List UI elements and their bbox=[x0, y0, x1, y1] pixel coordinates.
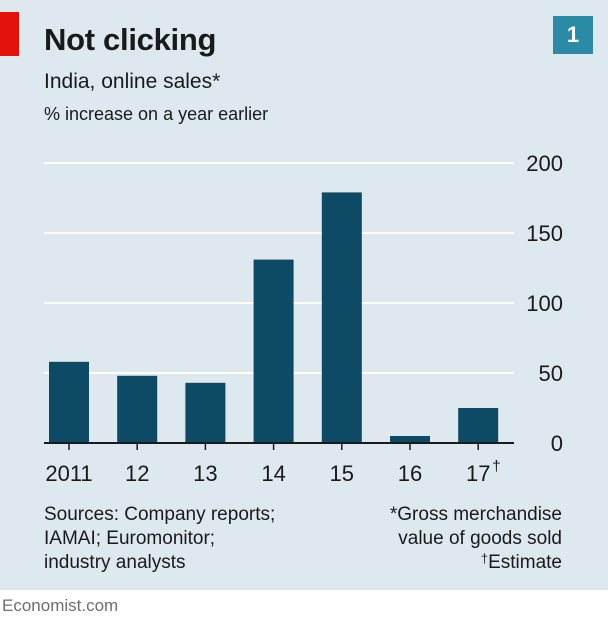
footnote-estimate: †Estimate bbox=[390, 551, 562, 575]
x-tick-mark-17: † bbox=[492, 458, 500, 475]
brand-red-tag bbox=[0, 12, 19, 56]
sources-line-2: IAMAI; Euromonitor; bbox=[44, 528, 216, 549]
x-tick-label-2011: 2011 bbox=[45, 461, 92, 486]
bar-chart: 0 50 100 150 200 2011 12 13 14 15 16 17 † bbox=[44, 151, 563, 486]
sources-line-1: Sources: Company reports; bbox=[44, 504, 276, 525]
x-tick-label-13: 13 bbox=[193, 461, 217, 486]
bar-16 bbox=[390, 436, 430, 443]
x-tick-label-14: 14 bbox=[261, 461, 285, 486]
y-tick-label-200: 200 bbox=[526, 151, 563, 176]
footnotes: *Gross merchandise value of goods sold †… bbox=[390, 503, 562, 575]
footnote-estimate-text: Estimate bbox=[488, 552, 562, 573]
x-tick-label-15: 15 bbox=[330, 461, 354, 486]
chart-title: Not clicking bbox=[44, 22, 217, 57]
bar-14 bbox=[253, 259, 294, 443]
chart-number-badge: 1 bbox=[553, 16, 593, 54]
y-tick-label-150: 150 bbox=[526, 221, 563, 246]
y-tick-label-50: 50 bbox=[539, 361, 563, 386]
y-tick-label-0: 0 bbox=[551, 431, 563, 456]
bar-13 bbox=[185, 382, 226, 443]
bar-2011 bbox=[49, 361, 89, 443]
x-tick-label-12: 12 bbox=[125, 461, 149, 486]
bar-15 bbox=[321, 192, 362, 443]
chart-panel: Not clicking India, online sales* % incr… bbox=[0, 0, 608, 590]
x-tick-label-16: 16 bbox=[398, 461, 422, 486]
bar-17 bbox=[458, 408, 499, 443]
economist-brand[interactable]: Economist.com bbox=[2, 596, 119, 615]
y-tick-label-100: 100 bbox=[526, 291, 563, 316]
sources-line-3: industry analysts bbox=[44, 552, 186, 573]
chart-subtitle: India, online sales* bbox=[44, 70, 221, 93]
sources-note: Sources: Company reports; IAMAI; Euromon… bbox=[44, 503, 275, 575]
x-tick-label-17: 17 bbox=[466, 461, 490, 486]
footnote-gmv-line-1: *Gross merchandise bbox=[389, 504, 562, 525]
bar-12 bbox=[117, 375, 158, 443]
chart-unit-label: % increase on a year earlier bbox=[44, 104, 269, 124]
footnote-gmv-line-2: value of goods sold bbox=[398, 528, 562, 549]
dagger-mark: † bbox=[480, 551, 489, 566]
